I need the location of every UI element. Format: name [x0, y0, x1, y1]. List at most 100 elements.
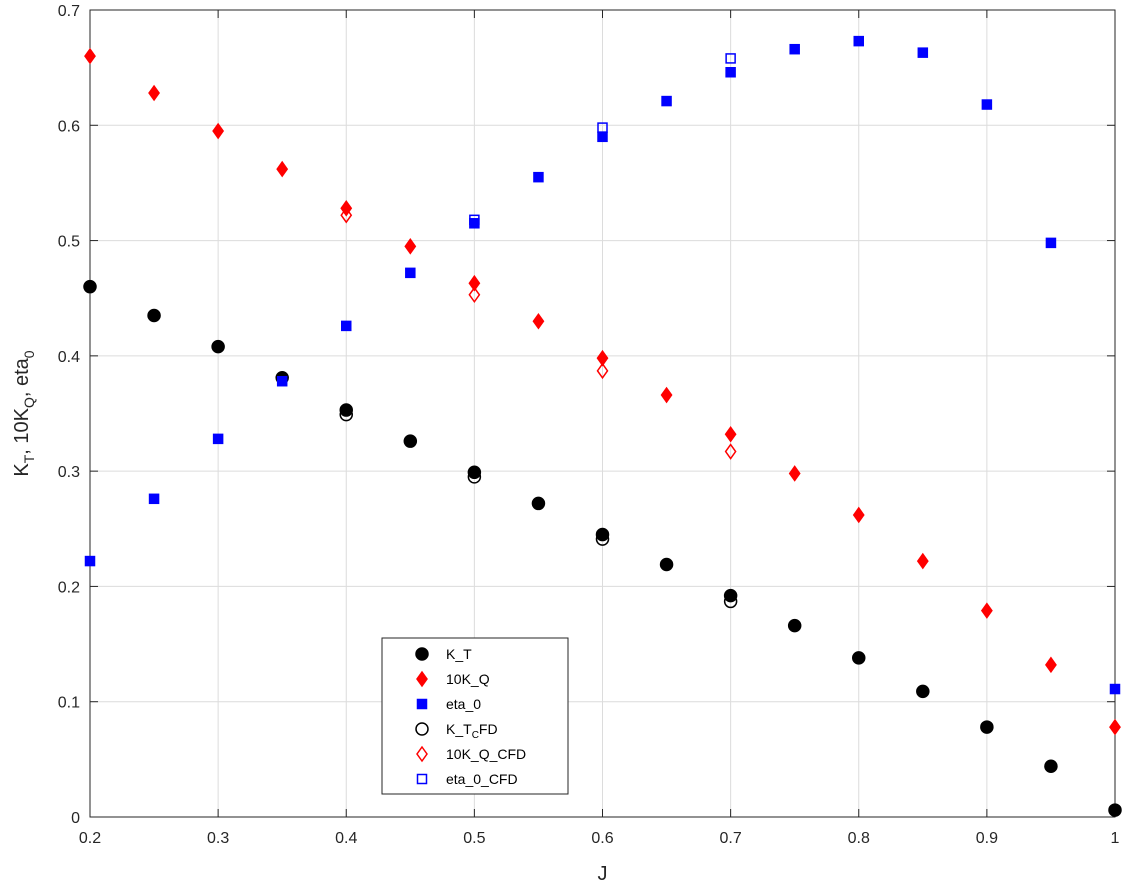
x-tick-label: 0.4: [335, 830, 357, 847]
data-point: [467, 465, 482, 480]
data-point: [1044, 759, 1058, 774]
x-tick-label: 0.8: [848, 830, 870, 847]
data-point: [276, 375, 288, 387]
data-point: [916, 552, 929, 570]
legend-label-10k-q-cfd: 10K_Q_CFD: [446, 746, 526, 762]
legend-part: K_T: [446, 721, 472, 737]
legend-sub: C: [472, 730, 479, 741]
x-tick-label: 0.3: [207, 830, 229, 847]
data-point: [788, 465, 801, 482]
data-point: [725, 67, 736, 78]
data-point: [468, 286, 481, 304]
legend-box: [381, 637, 569, 795]
data-point: [147, 308, 161, 323]
data-point: [661, 95, 672, 107]
x-tick-label: 0.2: [79, 830, 101, 847]
data-point: [84, 555, 96, 567]
y-label-sub: Q: [21, 397, 37, 408]
y-tick-label: 0.6: [58, 118, 80, 135]
y-tick-label: 0.3: [58, 464, 80, 481]
data-point: [468, 274, 481, 292]
legend-marker: [415, 647, 429, 661]
data-point: [981, 99, 993, 110]
legend-label-eta-0: eta_0: [446, 696, 481, 712]
data-point: [852, 651, 866, 665]
data-point: [724, 425, 737, 443]
x-axis-label: J: [598, 863, 608, 885]
data-point: [597, 131, 608, 143]
data-point: [148, 84, 160, 102]
y-tick-label: 0.7: [58, 3, 80, 20]
legend-label-k-t-cfd: K_TCFD: [446, 721, 498, 741]
series-k-t: [83, 279, 1122, 817]
data-point: [533, 171, 544, 183]
data-point: [148, 493, 160, 505]
y-axis-label: KT, 10KQ, eta0: [11, 350, 37, 476]
data-point: [852, 506, 865, 524]
data-point: [469, 218, 480, 229]
legend-marker: [415, 722, 429, 736]
data-point: [789, 43, 800, 55]
series-k-t-cfd: [339, 407, 738, 609]
y-label-part: , eta: [11, 357, 33, 397]
series-10k-q-cfd: [340, 206, 737, 460]
data-point: [724, 443, 737, 460]
legend-part: FD: [479, 721, 498, 737]
data-point: [1109, 718, 1121, 736]
data-point: [84, 47, 96, 65]
legend-marker: [416, 698, 428, 710]
series-eta-0: [84, 35, 1121, 695]
data-point: [212, 433, 224, 445]
y-tick-label: 0.4: [58, 349, 80, 366]
x-tick-label: 0.7: [720, 830, 742, 847]
data-point: [980, 602, 993, 619]
data-point: [916, 684, 930, 699]
data-point: [1109, 683, 1121, 695]
data-point: [469, 214, 480, 226]
data-point: [980, 720, 994, 734]
data-point: [596, 362, 609, 380]
legend-label-k-t: K_T: [446, 646, 472, 662]
data-point: [341, 320, 352, 332]
legend-label-10k-q: 10K_Q: [446, 671, 490, 687]
data-point: [532, 312, 545, 330]
legend: K_T 10K_Q eta_0 K_TCFD 10K_Q_CFD eta_0_C…: [381, 637, 569, 795]
data-point: [404, 238, 417, 255]
data-point: [405, 267, 416, 279]
data-point: [917, 47, 929, 58]
data-point: [1045, 237, 1057, 249]
data-point: [596, 349, 609, 367]
legend-marker: [416, 773, 428, 785]
data-point: [1045, 656, 1057, 674]
data-point: [725, 53, 736, 64]
data-series: [83, 35, 1122, 817]
y-tick-label: 0.2: [58, 579, 80, 596]
legend-markers: [415, 647, 429, 785]
data-point: [787, 618, 802, 633]
data-point: [597, 122, 608, 133]
legend-marker: [416, 745, 428, 763]
data-point: [467, 470, 482, 484]
x-tick-label: 1: [1111, 830, 1120, 847]
data-point: [339, 403, 353, 417]
x-tick-label: 0.6: [591, 830, 613, 847]
data-point: [853, 35, 864, 47]
legend-marker: [416, 670, 428, 688]
data-point: [212, 122, 225, 140]
data-point: [660, 386, 673, 404]
data-point: [659, 557, 674, 572]
y-label-part: K: [11, 463, 33, 477]
legend-label-eta-0-cfd: eta_0_CFD: [446, 771, 518, 787]
data-point: [595, 527, 610, 542]
data-point: [723, 594, 738, 609]
x-tick-label: 0.9: [976, 830, 998, 847]
y-label-part: , 10K: [11, 407, 33, 454]
data-point: [340, 206, 353, 224]
y-tick-label: 0.1: [58, 695, 80, 712]
data-point: [1108, 803, 1122, 817]
y-label-sub: 0: [21, 350, 37, 358]
data-point: [211, 339, 225, 354]
axis-ticks: 0.2 0.3 0.4 0.5 0.6 0.7 0.8 0.9 1 0 0.1 0.2 0.3 0.4 0.…: [58, 3, 1120, 847]
data-point: [276, 160, 289, 178]
